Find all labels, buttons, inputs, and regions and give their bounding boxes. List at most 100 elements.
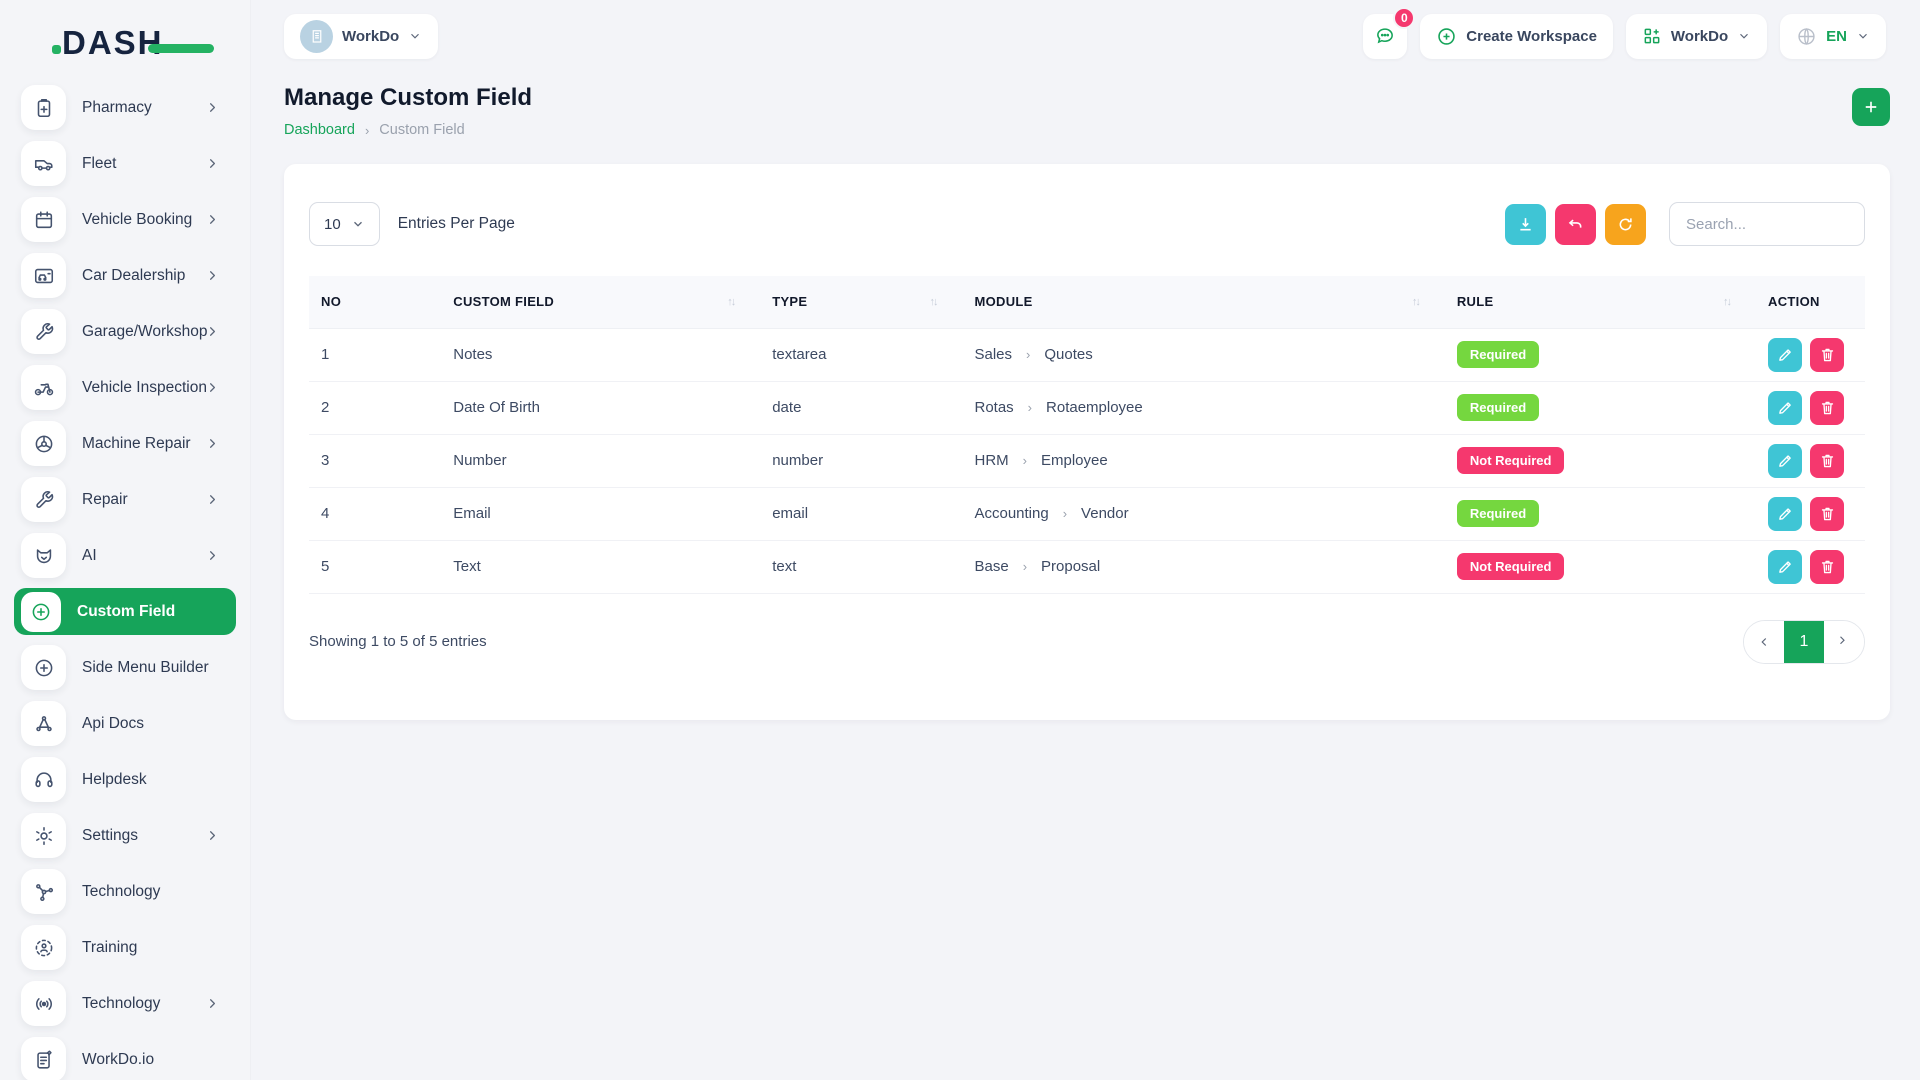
column-header-rule[interactable]: RULE ↑↓ <box>1444 276 1757 329</box>
column-header-type[interactable]: TYPE ↑↓ <box>760 276 963 329</box>
rule-badge: Required <box>1456 500 1540 527</box>
entries-value: 10 <box>324 215 341 233</box>
edit-button[interactable] <box>1768 443 1803 478</box>
delete-button[interactable] <box>1810 390 1845 425</box>
custom-field-name: Email <box>453 505 491 522</box>
table-row: 3 Number number HRM › Employee Not Required <box>309 434 1865 488</box>
trash-icon <box>1819 346 1836 363</box>
chevron-down-icon <box>408 29 422 43</box>
entries-per-page-select[interactable]: 10 <box>309 202 380 246</box>
chevron-right-icon <box>1837 635 1851 649</box>
chevron-right-icon: › <box>1062 506 1068 521</box>
sidebar-item-label: Repair <box>82 490 128 508</box>
sort-arrows-icon[interactable]: ↑↓ <box>929 295 938 308</box>
workspace-selector[interactable]: WorkDo <box>284 13 439 59</box>
delete-button[interactable] <box>1810 496 1845 531</box>
sidebar-item-settings[interactable]: Settings <box>14 812 236 859</box>
sidebar-item-car-dealership[interactable]: Car Dealership <box>14 252 236 299</box>
edit-button[interactable] <box>1768 549 1803 584</box>
column-header-no: NO <box>309 276 442 329</box>
row-actions <box>1768 443 1853 478</box>
delete-button[interactable] <box>1810 337 1845 372</box>
building-icon <box>308 27 326 45</box>
sidebar-item-training[interactable]: Training <box>14 924 236 971</box>
plus-circle-icon <box>1436 26 1457 47</box>
sidebar-item-label: Api Docs <box>82 714 145 732</box>
edit-button[interactable] <box>1768 337 1803 372</box>
messages-button[interactable]: 0 <box>1363 6 1416 59</box>
language-selector[interactable]: EN <box>1780 13 1886 59</box>
plus-circle-icon <box>21 591 61 632</box>
wrench-icon <box>21 309 66 354</box>
chevron-right-icon <box>205 492 220 507</box>
pagination-next-button[interactable] <box>1824 620 1864 663</box>
pagination-prev-button[interactable] <box>1744 620 1784 663</box>
custom-fields-table: NO CUSTOM FIELD ↑↓ TYPE ↑↓ MODULE ↑↓ RULE ↑↓ ACTI… <box>309 276 1865 594</box>
sidebar-item-vehicle-inspection[interactable]: Vehicle Inspection <box>14 364 236 411</box>
sidebar-item-label: Custom Field <box>77 602 176 620</box>
app-menu-button[interactable]: WorkDo <box>1625 13 1768 59</box>
undo-button[interactable] <box>1555 203 1596 245</box>
rule-badge: Not Required <box>1456 553 1565 580</box>
create-workspace-button[interactable]: Create Workspace <box>1420 13 1613 59</box>
sort-arrows-icon[interactable]: ↑↓ <box>1411 295 1421 308</box>
chevron-right-icon <box>205 548 220 563</box>
column-header-custom-field[interactable]: CUSTOM FIELD ↑↓ <box>441 276 761 329</box>
sidebar-item-repair[interactable]: Repair <box>14 476 236 523</box>
field-type: text <box>772 558 797 575</box>
showing-entries-text: Showing 1 to 5 of 5 entries <box>309 633 487 650</box>
breadcrumb-dashboard-link[interactable]: Dashboard <box>284 122 355 138</box>
sidebar-item-helpdesk[interactable]: Helpdesk <box>14 756 236 803</box>
edit-button[interactable] <box>1768 390 1803 425</box>
sort-arrows-icon[interactable]: ↑↓ <box>727 295 736 308</box>
sidebar-item-fleet[interactable]: Fleet <box>14 140 236 187</box>
table-row: 4 Email email Accounting › Vendor Required <box>309 487 1865 541</box>
sidebar-item-workdo-io[interactable]: WorkDo.io <box>14 1036 236 1080</box>
chevron-right-icon <box>205 156 220 171</box>
row-number: 5 <box>321 558 330 575</box>
sidebar-item-garage-workshop[interactable]: Garage/Workshop <box>14 308 236 355</box>
refresh-button[interactable] <box>1605 203 1646 245</box>
module-path: Base › Proposal <box>974 558 1432 575</box>
globe-icon <box>1796 26 1817 47</box>
field-type: date <box>772 399 802 416</box>
app-menu-label: WorkDo <box>1670 27 1729 45</box>
chevron-right-icon <box>205 996 220 1011</box>
card-footer: Showing 1 to 5 of 5 entries 1 <box>309 619 1865 664</box>
chevron-right-icon <box>205 100 220 115</box>
add-custom-field-button[interactable] <box>1852 88 1890 126</box>
delete-button[interactable] <box>1810 443 1845 478</box>
sidebar-item-api-docs[interactable]: Api Docs <box>14 700 236 747</box>
sidebar-item-label: Training <box>82 938 138 956</box>
sidebar-item-label: Settings <box>82 826 139 844</box>
edit-button[interactable] <box>1768 496 1803 531</box>
sidebar-item-ai[interactable]: AI <box>14 532 236 579</box>
broadcast-icon <box>21 981 66 1026</box>
chevron-right-icon: › <box>1027 400 1033 415</box>
sidebar-item-side-menu-builder[interactable]: Side Menu Builder <box>14 644 236 691</box>
export-button[interactable] <box>1505 203 1546 245</box>
sidebar-item-label: Vehicle Booking <box>82 210 193 228</box>
workspace-avatar <box>300 19 333 53</box>
gear-icon <box>21 813 66 858</box>
sidebar-item-pharmacy[interactable]: Pharmacy <box>14 84 236 131</box>
delete-button[interactable] <box>1810 549 1845 584</box>
row-number: 3 <box>321 452 330 469</box>
download-icon <box>1516 215 1535 234</box>
column-header-module[interactable]: MODULE ↑↓ <box>962 276 1445 329</box>
rule-badge: Not Required <box>1456 447 1565 474</box>
column-header-label: MODULE <box>974 294 1033 310</box>
sidebar-item-technology[interactable]: Technology <box>14 868 236 915</box>
sidebar-item-vehicle-booking[interactable]: Vehicle Booking <box>14 196 236 243</box>
pencil-icon <box>1777 558 1794 575</box>
column-header-label: ACTION <box>1768 294 1820 310</box>
sidebar-item-technology[interactable]: Technology <box>14 980 236 1027</box>
sidebar-item-machine-repair[interactable]: Machine Repair <box>14 420 236 467</box>
row-actions <box>1768 496 1853 531</box>
column-header-label: TYPE <box>772 294 808 310</box>
search-input[interactable] <box>1669 202 1865 246</box>
module-path: HRM › Employee <box>974 452 1432 469</box>
sidebar-item-custom-field[interactable]: Custom Field <box>14 588 236 635</box>
pagination-page-1[interactable]: 1 <box>1784 620 1824 663</box>
sort-arrows-icon[interactable]: ↑↓ <box>1723 295 1732 308</box>
